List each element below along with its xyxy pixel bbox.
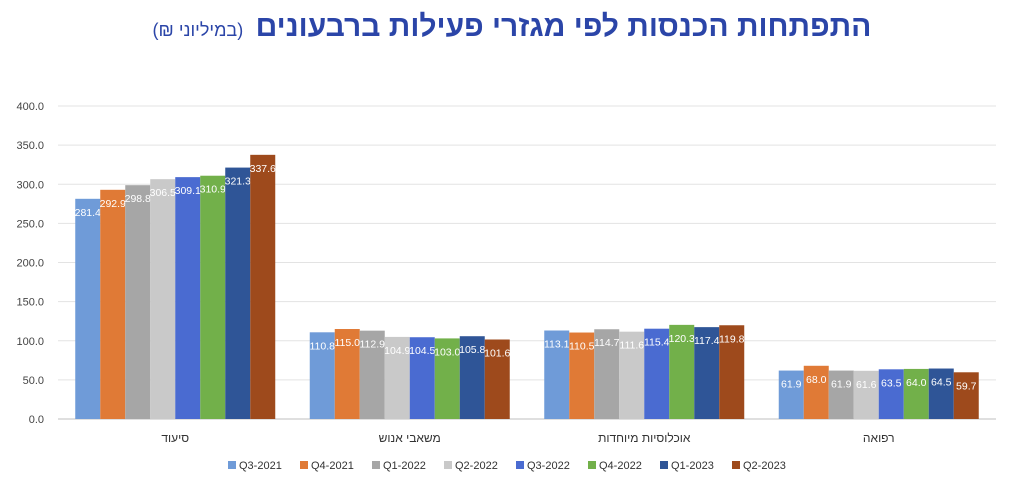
- data-label: 298.8: [125, 193, 151, 205]
- data-label: 115.0: [335, 337, 361, 349]
- bar: [334, 329, 360, 419]
- data-label: 310.9: [200, 184, 226, 196]
- bar: [409, 337, 435, 419]
- data-label: 61.9: [831, 379, 852, 391]
- category-label: אוכלוסיות מיוחדות: [598, 431, 691, 445]
- y-tick-label: 50.0: [23, 375, 44, 387]
- data-label: 113.1: [544, 338, 570, 350]
- y-tick-label: 200.0: [16, 258, 44, 270]
- data-label: 110.5: [569, 341, 595, 353]
- bar: [719, 325, 745, 419]
- legend-label: Q1-2023: [671, 460, 714, 472]
- data-label: 281.4: [75, 207, 101, 219]
- legend-label: Q2-2023: [743, 460, 786, 472]
- legend-label: Q3-2021: [239, 460, 282, 472]
- data-label: 104.9: [384, 345, 410, 357]
- legend-label: Q2-2022: [455, 460, 498, 472]
- y-tick-label: 300.0: [16, 179, 44, 191]
- bar: [434, 338, 460, 419]
- legend-label: Q3-2022: [527, 460, 570, 472]
- bar: [175, 177, 201, 419]
- legend-label: Q1-2022: [383, 460, 426, 472]
- data-label: 101.6: [484, 347, 510, 359]
- data-label: 337.6: [250, 163, 276, 175]
- data-label: 112.9: [360, 339, 386, 351]
- bar: [669, 324, 695, 419]
- data-label: 111.6: [619, 340, 644, 352]
- data-label: 103.0: [434, 346, 460, 358]
- bar: [384, 336, 410, 419]
- category-label: סיעוד: [161, 431, 189, 445]
- bar: [644, 328, 670, 419]
- legend-swatch: [372, 461, 380, 469]
- legend-swatch: [732, 461, 740, 469]
- bar: [853, 370, 879, 419]
- data-label: 63.5: [881, 377, 902, 389]
- data-label: 309.1: [175, 185, 201, 197]
- category-label: משאבי אנוש: [379, 431, 441, 445]
- data-label: 68.0: [806, 374, 827, 386]
- bar: [150, 179, 176, 419]
- category-label: רפואה: [863, 431, 895, 445]
- data-label: 61.9: [781, 379, 802, 391]
- y-tick-label: 250.0: [16, 218, 44, 230]
- y-tick-label: 400.0: [16, 101, 44, 113]
- bar: [200, 175, 226, 419]
- legend-label: Q4-2022: [599, 460, 642, 472]
- data-label: 64.0: [906, 377, 927, 389]
- data-label: 64.5: [931, 377, 952, 389]
- bar: [778, 370, 804, 419]
- data-label: 59.7: [956, 380, 977, 392]
- bar: [100, 189, 126, 419]
- bar: [928, 368, 954, 419]
- bar: [359, 330, 385, 419]
- bar: [459, 336, 485, 419]
- data-label: 117.4: [694, 335, 720, 347]
- bar: [250, 154, 276, 419]
- data-label: 292.9: [100, 198, 126, 210]
- bar: [878, 369, 904, 419]
- bar: [694, 327, 720, 419]
- legend-swatch: [228, 461, 236, 469]
- legend-swatch: [516, 461, 524, 469]
- y-tick-label: 150.0: [16, 297, 44, 309]
- data-label: 61.6: [856, 379, 877, 391]
- data-label: 114.7: [594, 337, 620, 349]
- bar: [828, 370, 854, 419]
- y-tick-label: 350.0: [16, 140, 44, 152]
- bar: [803, 365, 829, 419]
- legend-swatch: [588, 461, 596, 469]
- chart-subtitle: (במיליוני ₪): [152, 20, 244, 40]
- bar: [619, 331, 645, 419]
- chart-title: התפתחות הכנסות לפי מגזרי פעילות ברבעונים: [255, 10, 872, 43]
- bar: [903, 368, 929, 419]
- bar: [594, 329, 620, 419]
- bar: [309, 332, 335, 419]
- legend-swatch: [444, 461, 452, 469]
- data-label: 119.8: [719, 333, 745, 345]
- data-label: 110.8: [310, 340, 336, 352]
- y-tick-label: 0.0: [29, 414, 44, 426]
- chart-header: התפתחות הכנסות לפי מגזרי פעילות ברבעונים…: [0, 10, 1024, 44]
- data-label: 105.8: [459, 344, 485, 356]
- data-label: 115.4: [644, 337, 670, 349]
- bar: [225, 167, 251, 419]
- bar: [953, 372, 979, 419]
- y-tick-label: 100.0: [16, 336, 44, 348]
- data-label: 120.3: [669, 333, 695, 345]
- bar: [75, 198, 101, 419]
- bar: [125, 185, 151, 419]
- bar: [569, 332, 595, 419]
- legend-label: Q4-2021: [311, 460, 354, 472]
- data-label: 321.3: [225, 176, 251, 188]
- data-label: 104.5: [409, 345, 435, 357]
- legend-swatch: [300, 461, 308, 469]
- bar: [484, 339, 510, 419]
- bar: [544, 330, 570, 419]
- legend-swatch: [660, 461, 668, 469]
- data-label: 306.5: [150, 187, 176, 199]
